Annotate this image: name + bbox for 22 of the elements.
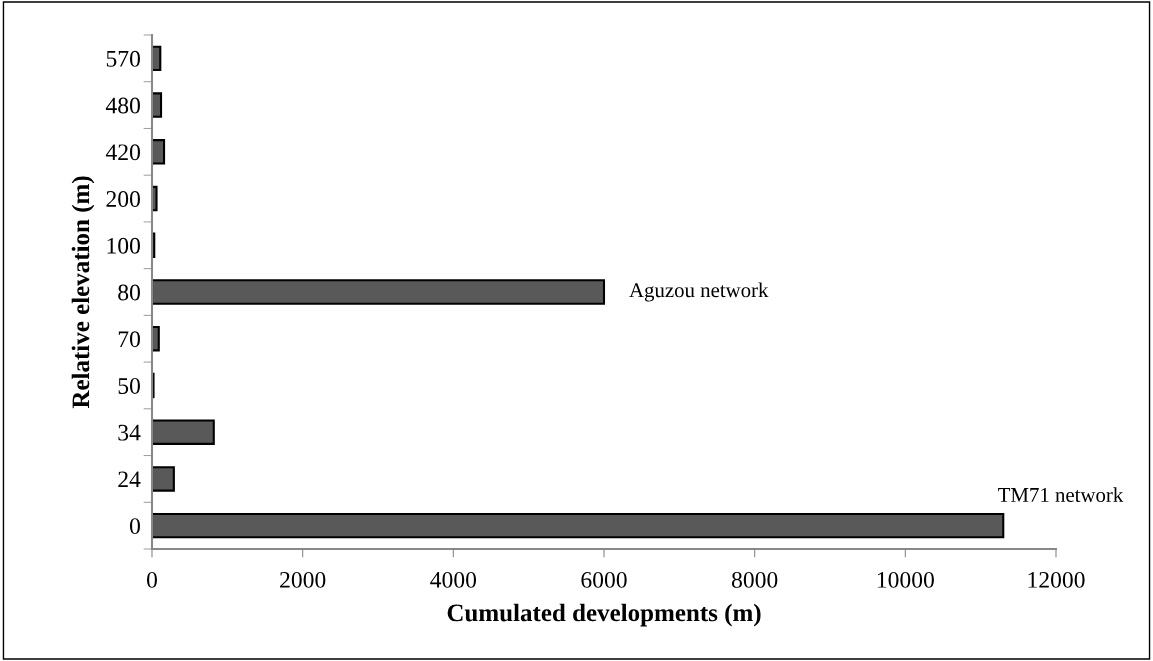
- annotation: TM71 network: [998, 487, 1124, 502]
- x-tick-label: 8000: [731, 571, 778, 588]
- annotation: Aguzou network: [629, 282, 769, 302]
- y-tick-label: 50: [118, 377, 140, 394]
- y-tick-label: 420: [105, 144, 140, 161]
- y-tick-label: 570: [106, 50, 140, 67]
- x-tick-label: 12000: [1028, 571, 1085, 588]
- y-tick-label: 80: [118, 284, 140, 301]
- x-tick-label: 6000: [581, 571, 627, 588]
- y-tick-label: 480: [105, 97, 140, 114]
- x-axis-title: Cumulated developments (m): [447, 603, 761, 627]
- y-tick-label: 0: [129, 518, 140, 535]
- y-tick-label: 24: [118, 471, 141, 488]
- x-tick-label: 2000: [280, 571, 326, 588]
- y-axis-title: Relative elevation (m): [71, 176, 95, 409]
- x-tick-label: 10000: [877, 571, 934, 588]
- y-tick-label: 100: [107, 237, 140, 254]
- x-tick-label: 4000: [430, 571, 477, 588]
- y-tick-label: 200: [106, 191, 140, 207]
- x-tick-label: 0: [147, 571, 157, 588]
- y-tick-label: 34: [118, 424, 141, 441]
- y-tick-label: 70: [118, 331, 140, 348]
